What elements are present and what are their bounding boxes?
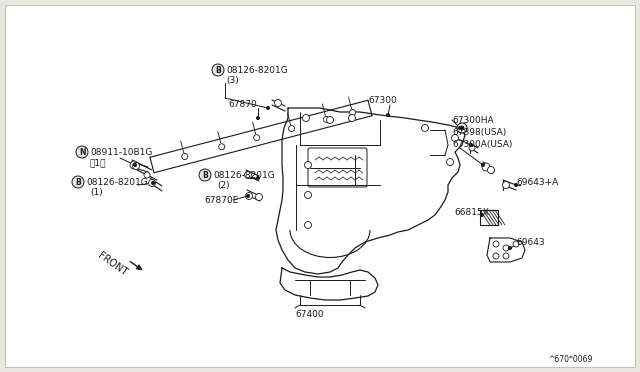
Text: 67898(USA): 67898(USA) <box>452 128 506 137</box>
Circle shape <box>386 113 390 117</box>
Text: 〈1〉: 〈1〉 <box>90 158 106 167</box>
Text: (1): (1) <box>90 188 103 197</box>
Circle shape <box>255 193 262 201</box>
Text: B: B <box>215 65 221 74</box>
Circle shape <box>246 192 253 199</box>
Circle shape <box>451 135 458 141</box>
Text: 66815X: 66815X <box>454 208 489 217</box>
Text: (3): (3) <box>226 76 239 85</box>
Circle shape <box>148 180 156 186</box>
Circle shape <box>151 181 155 185</box>
Text: 69643: 69643 <box>516 238 545 247</box>
Circle shape <box>488 167 495 173</box>
Circle shape <box>458 126 462 130</box>
Circle shape <box>76 146 88 158</box>
Circle shape <box>460 125 465 131</box>
Text: 67300A(USA): 67300A(USA) <box>452 140 513 149</box>
Circle shape <box>503 253 509 259</box>
Circle shape <box>481 163 485 167</box>
Text: (2): (2) <box>217 181 230 190</box>
Circle shape <box>305 161 312 169</box>
Text: 67400: 67400 <box>295 310 324 319</box>
Circle shape <box>469 145 475 151</box>
Circle shape <box>256 176 260 180</box>
Circle shape <box>303 115 310 122</box>
Text: N: N <box>79 148 85 157</box>
Circle shape <box>219 144 225 150</box>
Text: 08126-8201G: 08126-8201G <box>226 66 288 75</box>
Text: 67300: 67300 <box>368 96 397 105</box>
Circle shape <box>503 245 509 251</box>
Circle shape <box>132 163 140 170</box>
Circle shape <box>326 116 333 124</box>
Text: 08126-8201G: 08126-8201G <box>213 171 275 180</box>
Circle shape <box>305 221 312 228</box>
Circle shape <box>323 116 330 122</box>
FancyBboxPatch shape <box>5 5 635 367</box>
Circle shape <box>447 158 454 166</box>
Circle shape <box>130 161 138 169</box>
Circle shape <box>508 246 512 250</box>
Circle shape <box>246 194 250 198</box>
Circle shape <box>199 169 211 181</box>
Circle shape <box>469 143 473 147</box>
Circle shape <box>244 171 252 179</box>
Circle shape <box>289 125 294 132</box>
Circle shape <box>349 115 355 122</box>
Circle shape <box>256 116 260 120</box>
Text: FRONT: FRONT <box>96 250 129 278</box>
Text: 69643+A: 69643+A <box>516 178 558 187</box>
Circle shape <box>422 125 429 131</box>
Text: 08911-10B1G: 08911-10B1G <box>90 148 152 157</box>
Circle shape <box>482 163 490 171</box>
Text: ^670*0069: ^670*0069 <box>548 355 593 364</box>
Text: 67870E: 67870E <box>204 196 238 205</box>
Circle shape <box>72 176 84 188</box>
Circle shape <box>266 106 270 110</box>
Text: 08126-8201G: 08126-8201G <box>86 178 148 187</box>
Circle shape <box>514 183 518 187</box>
Circle shape <box>182 153 188 160</box>
Circle shape <box>480 213 484 217</box>
Circle shape <box>493 253 499 259</box>
Circle shape <box>212 64 224 76</box>
Circle shape <box>349 110 356 116</box>
Circle shape <box>305 192 312 199</box>
Circle shape <box>253 135 260 141</box>
Circle shape <box>144 172 150 178</box>
Text: B: B <box>202 170 208 180</box>
Circle shape <box>457 123 467 133</box>
Circle shape <box>493 241 499 247</box>
Text: 67300HA: 67300HA <box>452 116 493 125</box>
Circle shape <box>513 241 519 247</box>
Text: B: B <box>75 177 81 186</box>
Text: 67870: 67870 <box>228 100 257 109</box>
Circle shape <box>275 99 282 106</box>
Circle shape <box>133 163 137 167</box>
Circle shape <box>502 182 509 189</box>
